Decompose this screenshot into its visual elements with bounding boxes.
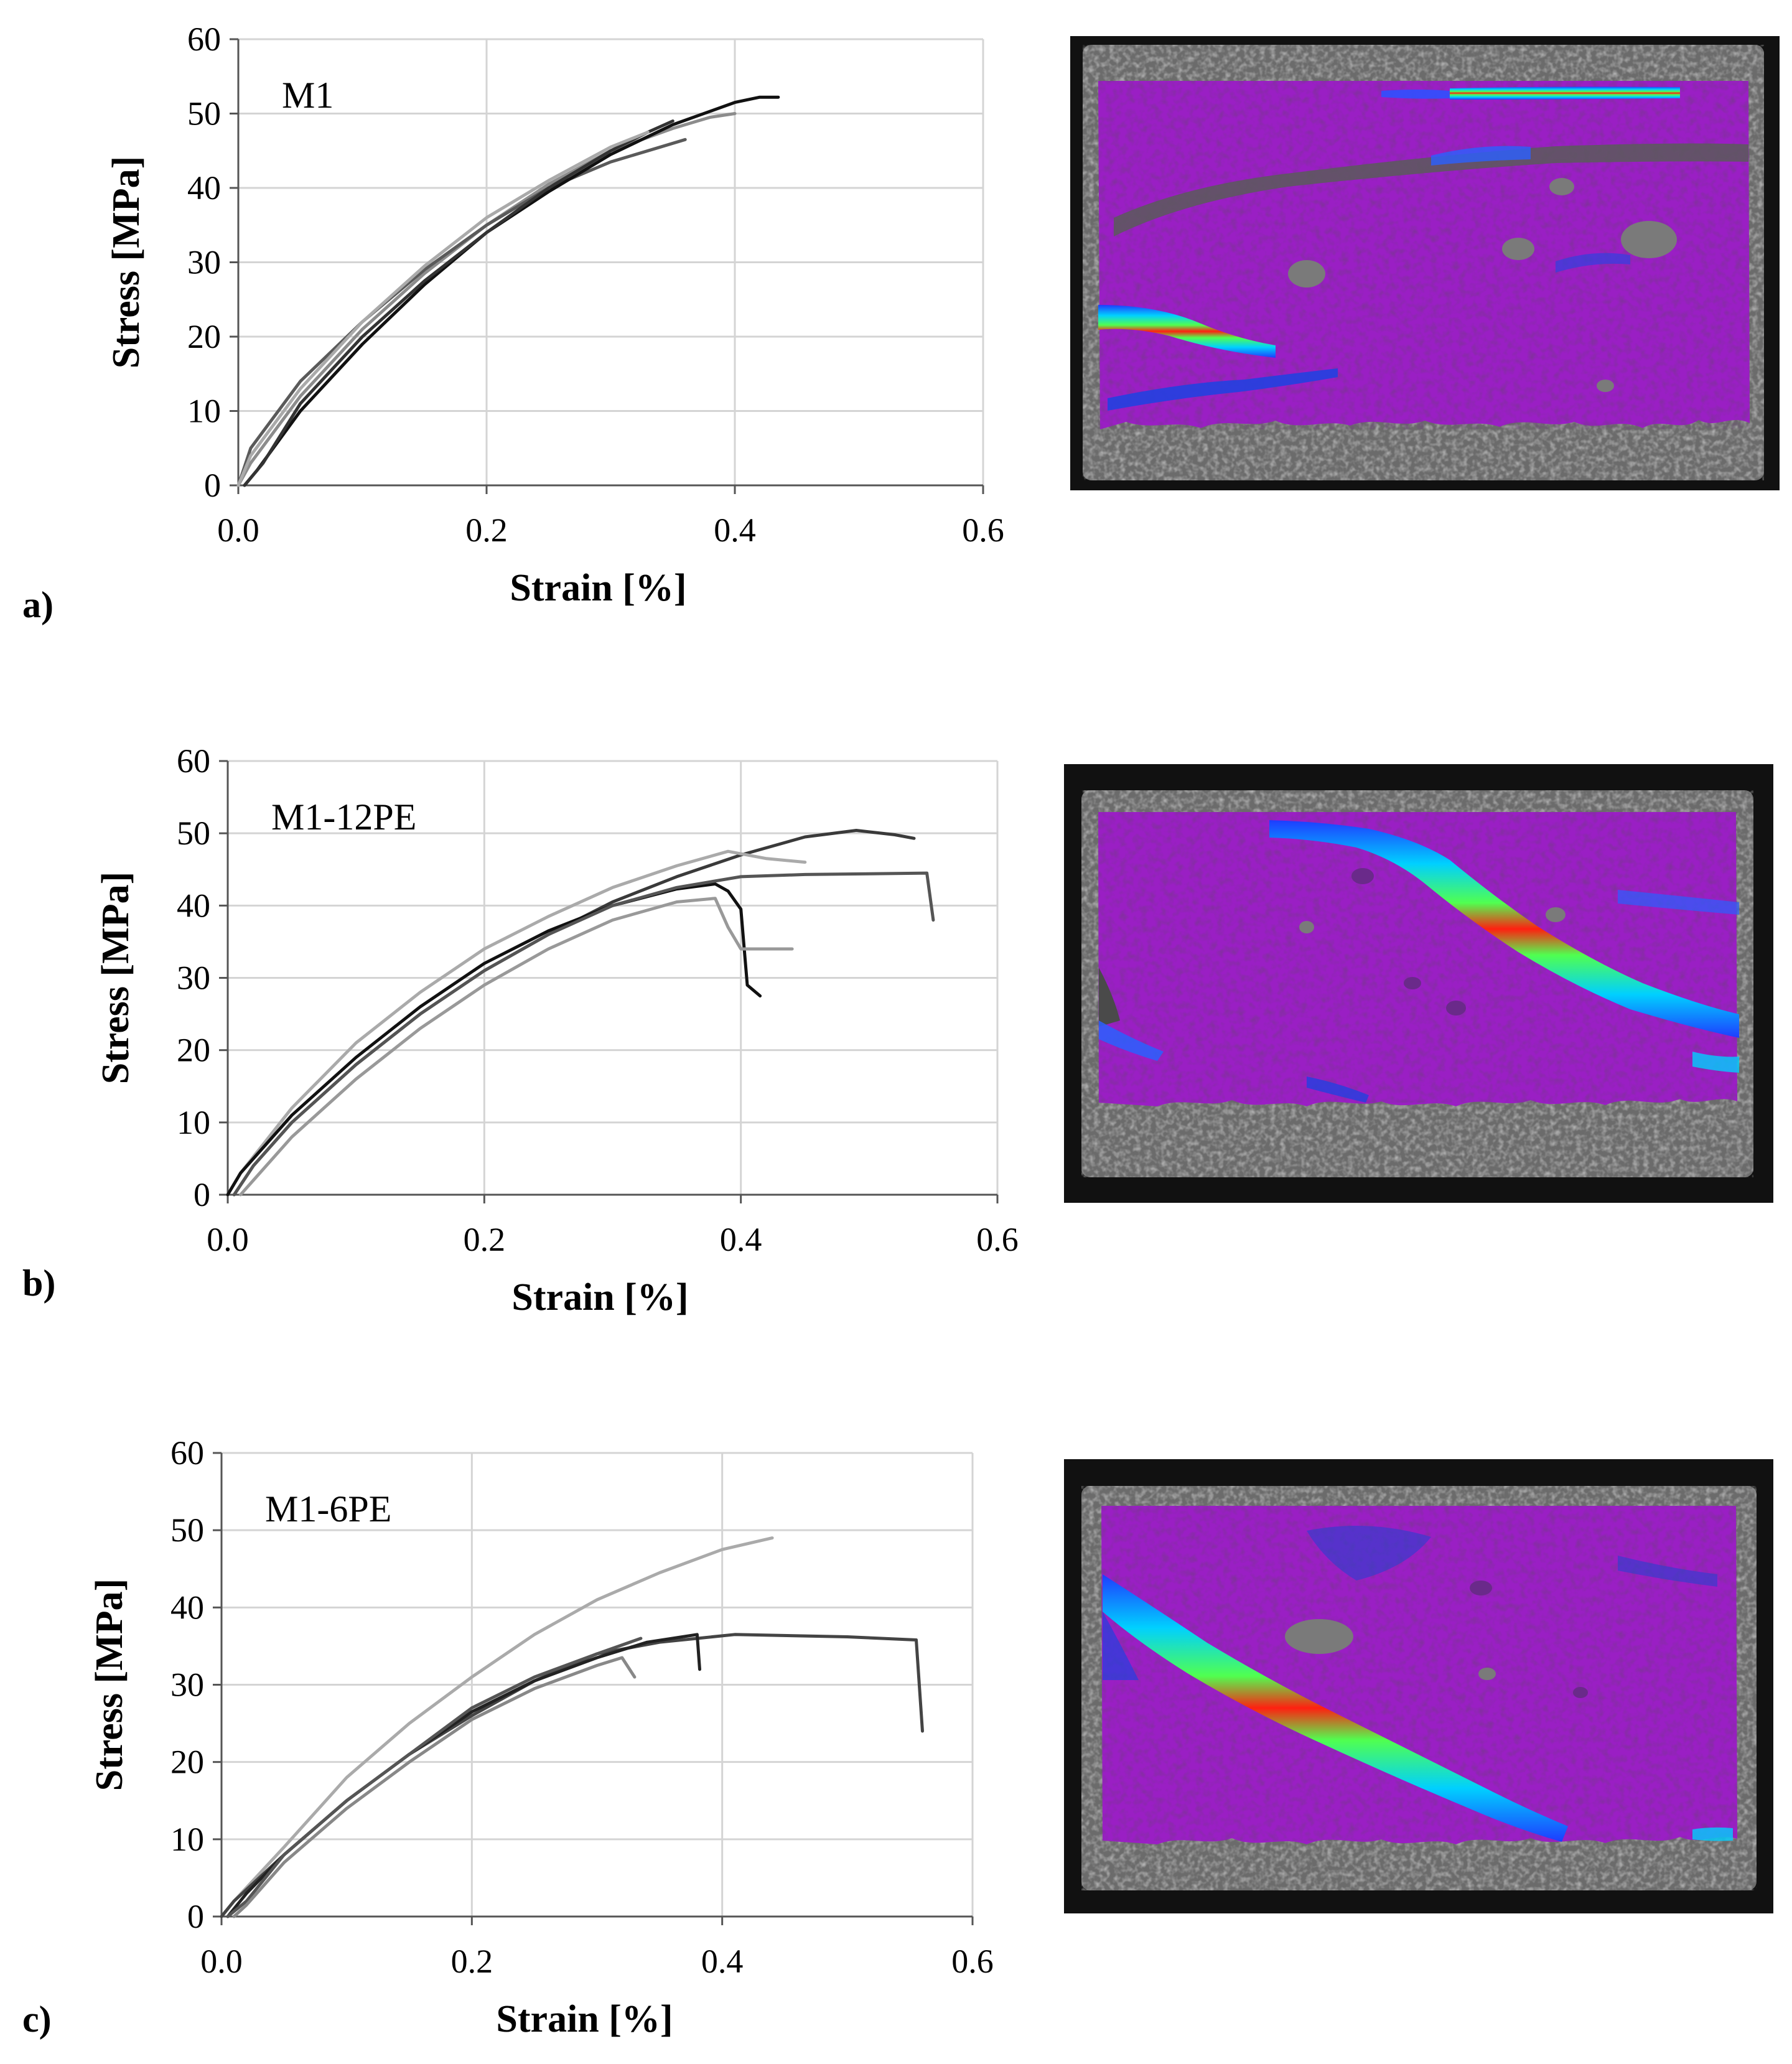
- dic-image-b: [1064, 764, 1773, 1203]
- y-tick-label: 20: [177, 1032, 210, 1069]
- x-tick-label: 0.6: [976, 1221, 1019, 1258]
- y-tick-label: 60: [170, 1434, 204, 1472]
- panel-b: 0 10 20 30 40 50 60 0.0 0.2 0.4 0.6 Strain [%] Stres…: [22, 742, 1773, 1319]
- x-tick-label: 0.4: [720, 1221, 762, 1258]
- dic-image-c: [1064, 1459, 1773, 1913]
- series-group: [220, 1536, 924, 1918]
- y-tick-label: 60: [187, 21, 221, 58]
- x-tick-label: 0.6: [951, 1943, 994, 1980]
- chart-c: 0 10 20 30 40 50 60 0.0 0.2 0.4 0.6 Strain [%] Stres…: [88, 1434, 994, 2040]
- y-tick-label: 10: [187, 393, 221, 430]
- specimen-annotation: M1: [282, 75, 334, 116]
- series-group: [226, 829, 935, 1197]
- y-tick-label: 30: [170, 1666, 204, 1704]
- specimen-annotation: M1-12PE: [271, 796, 416, 838]
- x-tick-label: 0.0: [200, 1943, 243, 1980]
- series-line-3: [243, 95, 780, 487]
- chart-a: 0 10 20 30 40 50 60 0.0 0.2 0.4 0.6 Strain [%] Stres…: [105, 21, 1004, 609]
- y-tick-label: 0: [204, 467, 221, 504]
- panel-a: 0 10 20 30 40 50 60 0.0 0.2 0.4 0.6 Strain [%] Stres…: [22, 21, 1780, 625]
- series-line-1: [232, 829, 916, 1197]
- x-tick-label: 0.4: [701, 1943, 744, 1980]
- x-axis-title: Strain [%]: [510, 567, 686, 609]
- y-tick-label: 0: [187, 1898, 204, 1935]
- chart-b: 0 10 20 30 40 50 60 0.0 0.2 0.4 0.6 Strain [%] Stres…: [95, 742, 1019, 1319]
- series-line-2: [226, 849, 807, 1197]
- y-tick-label: 50: [187, 95, 221, 133]
- y-tick-label: 20: [170, 1744, 204, 1781]
- y-tick-label: 0: [194, 1176, 210, 1213]
- x-axis-title: Strain [%]: [496, 1998, 673, 2040]
- x-axis-title: Strain [%]: [511, 1276, 688, 1319]
- y-tick-label: 30: [187, 244, 221, 281]
- x-tick-label: 0.0: [207, 1221, 249, 1258]
- y-tick-label: 10: [170, 1821, 204, 1858]
- y-tick-label: 30: [177, 960, 210, 997]
- x-tick-label: 0.2: [464, 1221, 506, 1258]
- panel-label-a: a): [22, 584, 54, 625]
- panel-label-b: b): [22, 1263, 55, 1304]
- panel-label-c: c): [22, 1999, 52, 2040]
- series-line-3: [226, 882, 762, 1197]
- series-line-4: [226, 1637, 643, 1918]
- y-axis-title: Stress [MPa]: [88, 1579, 131, 1791]
- series-line-3: [226, 1633, 701, 1918]
- gridlines: [237, 38, 984, 487]
- y-tick-label: 40: [170, 1589, 204, 1626]
- panel-c: 0 10 20 30 40 50 60 0.0 0.2 0.4 0.6 Strain [%] Stres…: [22, 1434, 1773, 2040]
- x-tick-label: 0.6: [962, 511, 1004, 549]
- y-tick-label: 40: [187, 169, 221, 207]
- series-line-1: [220, 1536, 774, 1918]
- x-tick-label: 0.0: [217, 511, 259, 549]
- y-tick-label: 50: [177, 815, 210, 852]
- x-tick-label: 0.2: [465, 511, 508, 549]
- dic-image-a: [1070, 36, 1780, 490]
- series-line-5: [232, 1656, 637, 1918]
- series-line-2: [220, 1633, 924, 1918]
- x-tick-label: 0.4: [714, 511, 756, 549]
- y-axis-title: Stress [MPa]: [105, 156, 147, 368]
- series-line-5: [239, 897, 794, 1197]
- series-line-5: [236, 130, 650, 487]
- series-line-4: [232, 871, 935, 1197]
- y-tick-label: 40: [177, 887, 210, 924]
- series-group: [236, 95, 780, 487]
- series-line-4: [243, 119, 674, 487]
- y-axis-title: Stress [MPa]: [95, 872, 137, 1084]
- specimen-annotation: M1-6PE: [265, 1488, 391, 1529]
- x-tick-label: 0.2: [451, 1943, 493, 1980]
- y-tick-label: 50: [170, 1511, 204, 1549]
- series-line-2: [236, 138, 687, 487]
- y-tick-label: 60: [177, 742, 210, 780]
- y-tick-label: 10: [177, 1104, 210, 1141]
- y-tick-label: 20: [187, 318, 221, 355]
